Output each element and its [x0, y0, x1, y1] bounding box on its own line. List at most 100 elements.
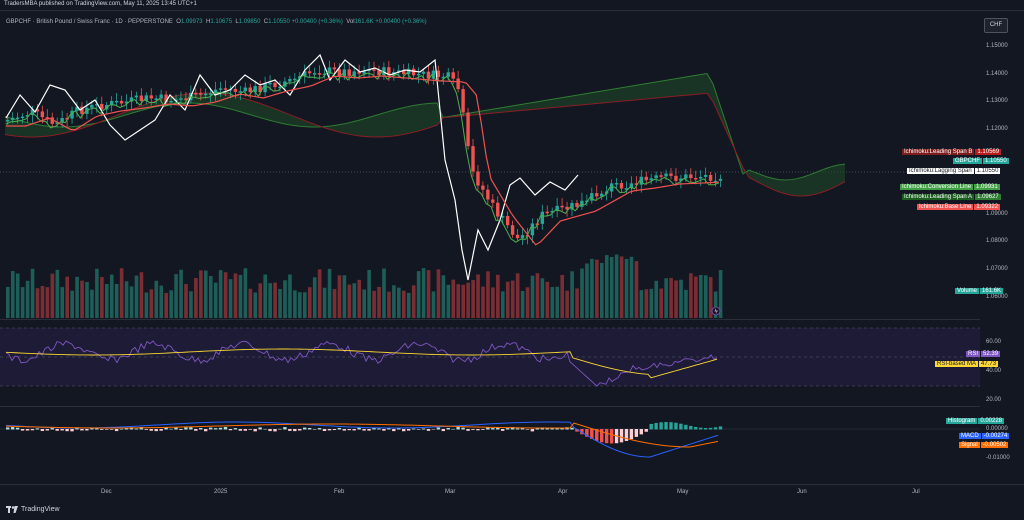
price-tick-2: 1.14000 — [986, 71, 1008, 77]
candle-body — [377, 70, 381, 76]
histogram-bar — [204, 429, 208, 432]
candle-body — [347, 69, 351, 76]
volume-bar — [446, 284, 451, 318]
volume-bar — [70, 290, 74, 318]
volume-bar — [684, 289, 688, 318]
symbol-title[interactable]: GBPCHF · British Pound / Swiss Franc · 1… — [6, 19, 173, 25]
macd-value: -0.00274 — [981, 433, 1010, 439]
label-histogram: Histogram 0.00228 — [946, 417, 1005, 425]
label-signal: Signal -0.00502 — [959, 441, 1009, 449]
histogram-bar — [60, 429, 64, 431]
label-rsi: RSI 52.39 — [966, 350, 1001, 358]
candle-body — [411, 68, 416, 76]
open-value: 1.09973 — [180, 19, 203, 25]
candle-body — [65, 118, 69, 120]
histogram-bar — [530, 429, 535, 432]
lagging-span-line — [5, 53, 579, 281]
candle-body — [436, 70, 441, 77]
signal-line — [5, 422, 719, 448]
histogram-bar — [604, 429, 609, 444]
candle-body — [382, 67, 386, 76]
time-label-mar: Mar — [445, 489, 456, 495]
candle-body — [144, 95, 148, 102]
time-label-may: May — [677, 489, 689, 495]
volume-bar — [312, 277, 317, 318]
volume-bar — [35, 288, 40, 318]
candle-body — [129, 97, 134, 102]
volume-bar — [45, 287, 50, 318]
volume-bar — [669, 277, 673, 318]
histogram-bar — [154, 429, 158, 432]
leading-span-a-line — [4, 72, 846, 181]
currency-button[interactable]: CHF — [984, 18, 1008, 33]
rsi-tick-60: 60.00 — [986, 339, 1002, 345]
candle-body — [60, 118, 64, 123]
macd-tick-0: 0.00000 — [986, 426, 1008, 432]
volume-bar — [6, 286, 10, 318]
candle-body — [397, 70, 401, 73]
histogram-bar — [50, 428, 54, 430]
candle-body — [114, 100, 119, 103]
volume-bar — [505, 281, 510, 318]
histogram-bar — [406, 429, 411, 431]
volume-bar — [362, 289, 366, 318]
candle-body — [654, 175, 658, 179]
volume-bar — [268, 283, 272, 318]
volume-bar — [515, 273, 520, 318]
candle-body — [649, 178, 653, 181]
macd-tick-minus: -0.01000 — [986, 455, 1010, 461]
histogram-bar — [293, 429, 297, 432]
candle-body — [540, 211, 544, 224]
candle-body — [555, 205, 559, 212]
histogram-bar — [223, 427, 228, 430]
histogram-bar — [114, 429, 119, 432]
tradingview-footer[interactable]: TradingView — [6, 506, 60, 513]
histogram-bar — [411, 428, 416, 430]
top-divider — [0, 10, 1024, 11]
price-tick-3: 1.13000 — [986, 98, 1008, 104]
candle-body — [689, 174, 693, 179]
volume-name: Volume — [955, 288, 980, 294]
volume-bar — [555, 286, 560, 318]
candle-body — [278, 86, 282, 89]
histogram-bar — [6, 427, 10, 430]
volume-bar — [179, 269, 183, 318]
volume-bar — [75, 276, 79, 318]
volume-bar — [600, 262, 604, 318]
candle-body — [624, 188, 629, 190]
histogram-bar — [392, 429, 396, 432]
histogram-bar — [109, 429, 114, 430]
histogram-bar — [144, 429, 148, 430]
histogram-bar — [402, 429, 406, 432]
histogram-bar — [307, 427, 312, 430]
histogram-bar — [669, 422, 673, 430]
volume-bar — [411, 285, 416, 318]
volume-change: +0.00400 (+0.36%) — [375, 19, 427, 25]
volume-label-value: 161.6K — [980, 288, 1004, 294]
histogram-bar — [595, 429, 599, 441]
volume-bar — [248, 288, 253, 318]
volume-bar — [184, 284, 188, 318]
histogram-bar — [80, 429, 84, 431]
volume-bar — [228, 279, 233, 318]
candle-body — [580, 200, 584, 207]
volume-bar — [595, 259, 599, 318]
volume-bar — [40, 285, 45, 318]
volume-bar — [347, 284, 352, 318]
candle-body — [248, 87, 252, 93]
volume-bar — [129, 286, 134, 318]
candle-body — [461, 89, 465, 113]
volume-bar — [10, 271, 15, 318]
volume-bar — [164, 292, 168, 318]
volume-bar — [535, 273, 540, 318]
volume-bar — [293, 290, 297, 318]
histogram-bar — [105, 429, 109, 430]
candle-body — [481, 185, 485, 190]
volume-bar — [570, 271, 574, 318]
volume-bar — [659, 288, 663, 318]
candle-body — [253, 86, 257, 93]
volume-bar — [55, 269, 60, 318]
histogram-bar — [248, 429, 252, 430]
candle-body — [184, 98, 188, 101]
